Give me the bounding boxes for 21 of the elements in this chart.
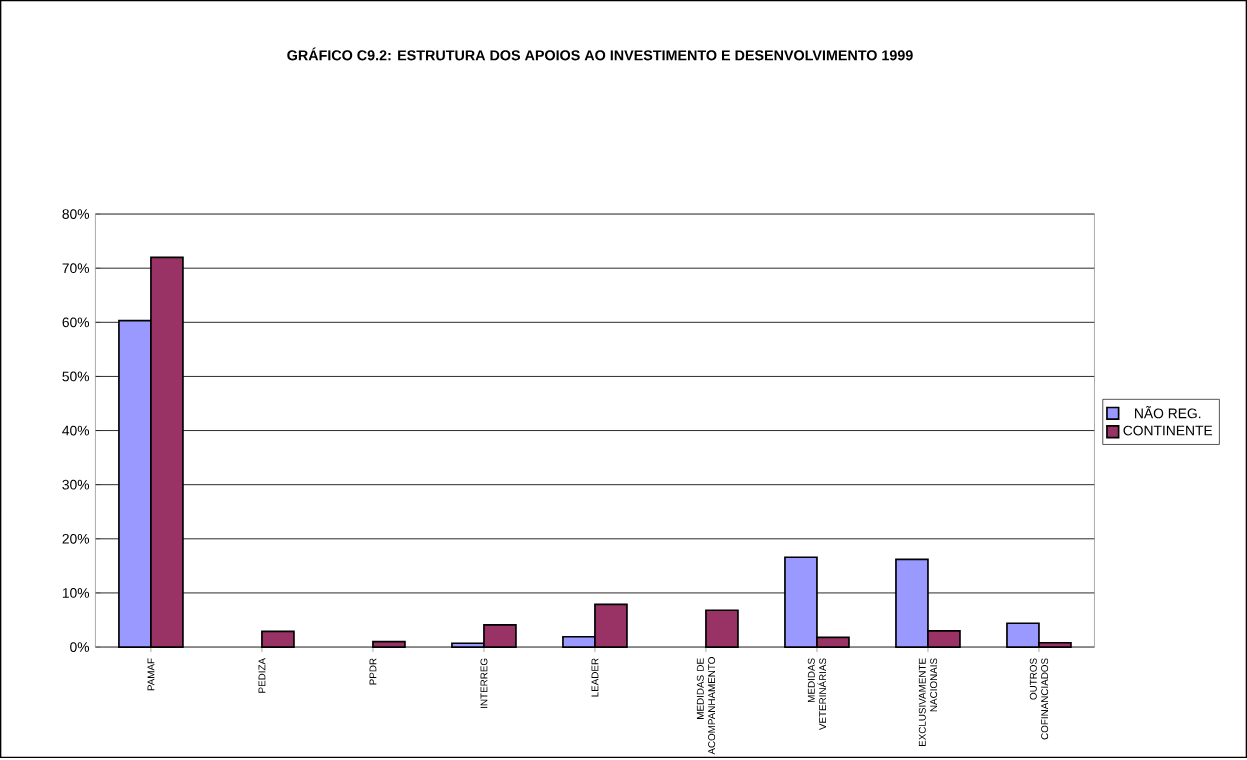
x-tick-label: PAMAF xyxy=(147,658,155,691)
x-tick-label: PEDIZA xyxy=(258,657,266,693)
x-tick-label: EXCLUSIVAMENTE NACIONAIS xyxy=(918,658,938,746)
x-tick-label: LEADER xyxy=(591,658,599,697)
y-tick-label: 30% xyxy=(62,479,90,490)
y-tick-label: 0% xyxy=(70,642,90,652)
x-tick-label: MEDIDAS DE ACOMPANHAMENTO xyxy=(696,657,716,755)
y-tick-label: 40% xyxy=(62,425,90,436)
x-tick-label: PPDR xyxy=(369,658,377,685)
x-tick-label: OUTROS COFINANCIADOS xyxy=(1029,658,1049,740)
y-tick-label: 50% xyxy=(62,371,90,382)
legend-label: CONTINENTE xyxy=(1123,425,1213,436)
x-tick-label: MEDIDAS VETERINÁRIAS xyxy=(807,658,827,730)
y-tick-label: 70% xyxy=(62,263,90,273)
y-tick-label: 80% xyxy=(62,209,90,219)
legend-label: NÃO REG. xyxy=(1135,405,1201,419)
x-tick-label: INTERREG xyxy=(480,658,488,708)
y-tick-label: 10% xyxy=(62,587,90,598)
y-tick-label: 60% xyxy=(62,317,90,328)
y-tick-label: 20% xyxy=(62,533,90,544)
chart-title: GRÁFICO C9.2: ESTRUTURA DOS APOIOS AO INVESTIMENTO E DESENVOLVIMENTO 1999 xyxy=(287,47,913,61)
